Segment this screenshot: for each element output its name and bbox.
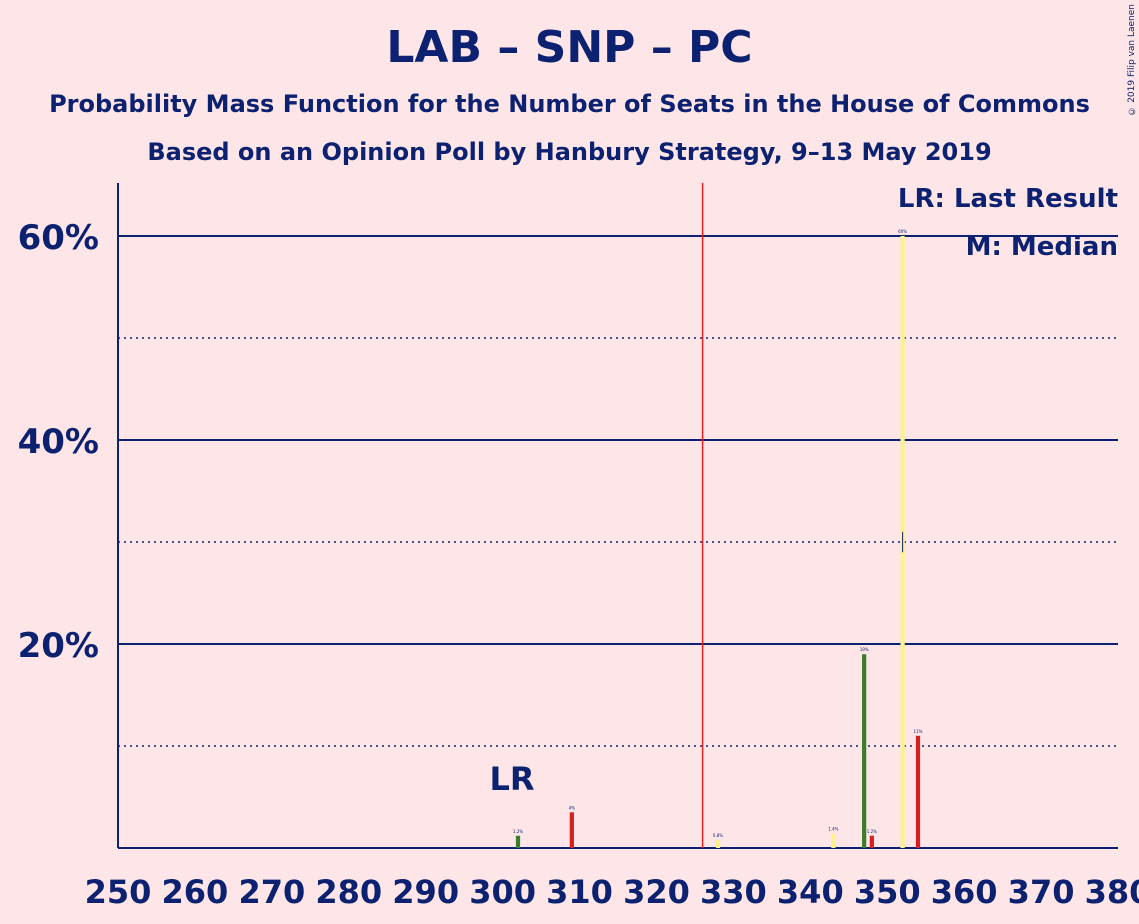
bar-label: 1.4%	[828, 827, 838, 832]
x-tick-label: 280	[315, 873, 382, 911]
x-tick-label: 320	[623, 873, 690, 911]
legend-last-result: LR: Last Result	[897, 184, 1118, 214]
bar-label: 0.8%	[713, 833, 723, 838]
x-tick-label: 300	[469, 873, 536, 911]
bar-label: 11%	[914, 729, 923, 734]
last-result-label: LR	[489, 760, 534, 798]
chart-title: LAB – SNP – PC	[386, 22, 753, 73]
bar-label: 1.2%	[513, 829, 523, 834]
bar-seat-347	[862, 654, 867, 848]
x-tick-label: 380	[1085, 873, 1139, 911]
x-tick-label: 260	[162, 873, 229, 911]
bar-seat-302	[515, 835, 521, 848]
x-tick-label: 340	[777, 873, 844, 911]
x-tick-label: 330	[700, 873, 767, 911]
bar-label: 1.2%	[867, 829, 877, 834]
bar-seat-348	[869, 835, 874, 848]
bar-label: 19%	[860, 647, 869, 652]
y-tick-label: 40%	[18, 422, 99, 462]
x-tick-label: 270	[238, 873, 305, 911]
x-tick-label: 350	[854, 873, 921, 911]
y-tick-label: 20%	[18, 626, 99, 666]
x-tick-label: 370	[1008, 873, 1075, 911]
bar-label: 60%	[898, 229, 907, 234]
x-tick-label: 290	[392, 873, 459, 911]
y-tick-label: 60%	[18, 218, 99, 258]
x-tick-label: 310	[546, 873, 613, 911]
x-tick-label: 360	[931, 873, 998, 911]
x-tick-label: 250	[85, 873, 152, 911]
bar-label: 4%	[569, 805, 576, 810]
bar-seat-328	[715, 839, 721, 848]
bar-seat-309	[569, 812, 574, 848]
chart-subtitle: Probability Mass Function for the Number…	[49, 90, 1090, 118]
bar-seat-343	[831, 833, 836, 848]
chart-subtitle-poll: Based on an Opinion Poll by Hanbury Stra…	[147, 138, 992, 166]
bar-seat-354	[915, 735, 921, 848]
